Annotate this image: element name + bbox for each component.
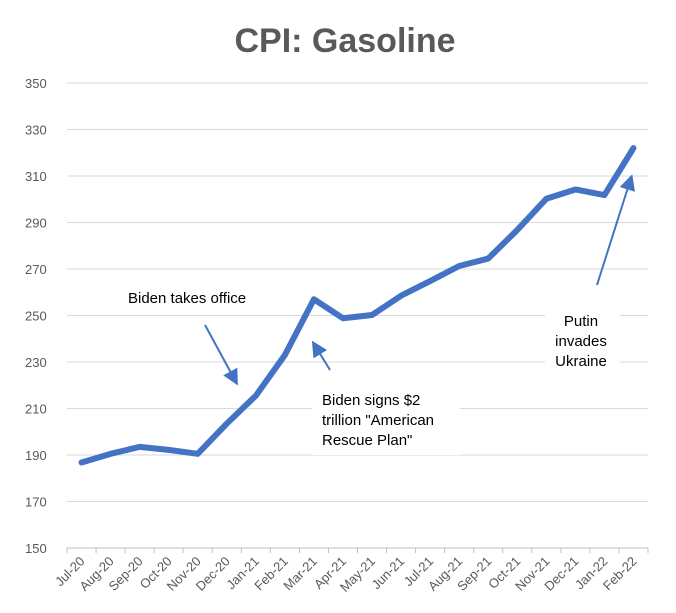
annotation-text: Ukraine <box>555 353 607 370</box>
y-tick-label: 190 <box>25 448 47 463</box>
y-tick-label: 210 <box>25 402 47 417</box>
annotation-text: Rescue Plan" <box>322 432 412 449</box>
annotation-box <box>312 383 460 455</box>
annotation-arrow <box>204 324 238 386</box>
y-tick-label: 330 <box>25 123 47 138</box>
y-tick-label: 170 <box>25 495 47 510</box>
y-tick-label: 290 <box>25 216 47 231</box>
annotation-text: Biden takes office <box>128 290 246 307</box>
y-tick-label: 150 <box>25 541 47 556</box>
x-tick-label: Jun-21 <box>368 554 407 593</box>
annotation-text: trillion "American <box>322 412 434 429</box>
annotation-text: Biden signs $2 <box>322 392 420 409</box>
y-tick-label: 270 <box>25 262 47 277</box>
y-tick-label: 310 <box>25 169 47 184</box>
annotation-arrow <box>311 340 331 371</box>
annotation-text: invades <box>555 333 607 350</box>
series-line <box>78 145 637 466</box>
y-tick-label: 350 <box>25 76 47 91</box>
annotation-box <box>545 305 620 371</box>
y-tick-label: 250 <box>25 309 47 324</box>
annotation-arrow <box>596 174 635 286</box>
annotation-text: Putin <box>564 313 598 330</box>
chart-title: CPI: Gasoline <box>234 22 455 60</box>
annotation-box <box>120 282 260 308</box>
y-tick-label: 230 <box>25 355 47 370</box>
